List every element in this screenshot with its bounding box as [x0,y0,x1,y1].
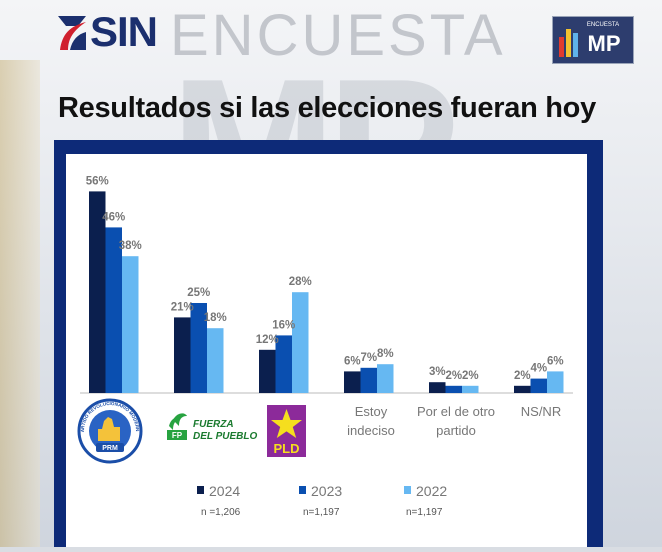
bar-2022-2 [292,292,309,393]
value-labels-group: 56%46%38%21%25%18%12%16%28%6% 7% 8%3% 2% 2% 2… [86,175,564,381]
data-label-2024-3: 6% [344,355,361,367]
tick-label-indeciso-2: indeciso [347,423,395,438]
bar-2023-4 [445,385,462,393]
bar-chart: 56%46%38%21%25%18%12%16%28%6% 7% 8%3% 2% 2% 2… [77,175,573,518]
legend-item-2022: 2022 n=1,197 [404,483,447,518]
data-label-2024-1: 21% [171,301,194,313]
data-label-2023-0: 46% [102,211,125,223]
legend-label-2024: 2024 [209,483,240,499]
data-label-2023-1: 25% [187,287,210,299]
data-label-2023-3: 7% [360,352,377,364]
data-label-2024-5: 2% [514,370,531,382]
bar-2023-5 [530,378,547,393]
mp-logo-caption: ENCUESTA [587,22,619,28]
mp-logo-graphic: ENCUESTA MP [559,22,621,57]
legend-n-2023: n=1,197 [303,507,340,518]
legend-n-2024: n =1,206 [201,507,241,518]
bar-2024-2 [259,349,276,393]
data-label-2023-5: 4% [530,363,547,375]
data-label-2022-1: 18% [204,312,227,324]
section-title: ENCUESTA [170,3,506,68]
bar-2022-5 [547,371,564,393]
prm-logo-text: PRM [102,445,118,452]
data-label-2022-4: 2% [462,370,479,382]
mp-logo: ENCUESTA MP [552,16,634,64]
legend-swatch-2024 [197,486,204,494]
background-strip [0,60,40,547]
bar-2024-4 [429,382,446,393]
bar-2022-1 [207,328,224,393]
legend: 2024 n =1,206 2023 n=1,197 2022 n=1,197 [197,483,447,518]
tick-label-otro-2: partido [436,423,476,438]
bar-2023-0 [105,227,122,393]
bar-2023-3 [360,367,377,393]
data-label-2024-0: 56% [86,175,109,187]
legend-swatch-2023 [299,486,306,494]
legend-item-2024: 2024 n =1,206 [197,483,241,518]
data-label-2022-3: 8% [377,348,394,360]
data-label-2024-2: 12% [256,334,279,346]
header: SIN ENCUESTA ENCUESTA MP [0,0,662,70]
sin-brand-text: SIN [90,8,158,55]
legend-item-2023: 2023 n=1,197 [299,483,342,518]
bar-2024-1 [174,317,191,393]
bar-2022-4 [462,385,479,393]
bar-2024-5 [514,385,531,393]
bar-2022-0 [122,256,139,393]
prm-logo: PRM PARTIDO REVOLUCIONARIO MODERNO [77,398,143,464]
bar-2023-2 [275,335,292,393]
data-label-2023-2: 16% [272,319,295,331]
bar-2024-0 [89,191,106,393]
tick-label-nsnr: NS/NR [521,404,561,419]
legend-swatch-2022 [404,486,411,494]
sin-swoosh-icon [58,16,86,50]
fp-logo: FP FUERZA DEL PUEBLO [167,413,257,442]
legend-label-2022: 2022 [416,483,447,499]
bar-2023-1 [190,303,207,393]
tick-label-otro-1: Por el de otro [417,404,495,419]
fp-logo-mark-text: FP [172,431,183,440]
tick-label-indeciso-1: Estoy [355,404,388,419]
bars-group [89,191,564,393]
chart-area: 56% 46% 38% 21% 25% 18% 12% 16% 28% 6% 7% 8% 3% 2% 2% 2… [66,154,587,547]
data-label-2024-4: 3% [429,366,446,378]
data-label-2022-5: 6% [547,355,564,367]
data-label-2022-2: 28% [289,276,312,288]
fp-logo-line2: DEL PUEBLO [193,431,257,442]
page-title: Resultados si las elecciones fueran hoy [58,92,596,124]
bar-2022-3 [377,364,394,393]
pld-logo: PLD [267,405,306,457]
sin-logo: SIN [56,8,158,55]
legend-label-2023: 2023 [311,483,342,499]
bar-2024-3 [344,371,361,393]
mp-logo-text: MP [588,31,621,56]
fp-logo-line1: FUERZA [193,419,234,430]
pld-logo-text: PLD [274,441,300,456]
legend-n-2022: n=1,197 [406,507,443,518]
data-label-2022-0: 38% [119,240,142,252]
data-label-2023-4: 2% [445,370,462,382]
